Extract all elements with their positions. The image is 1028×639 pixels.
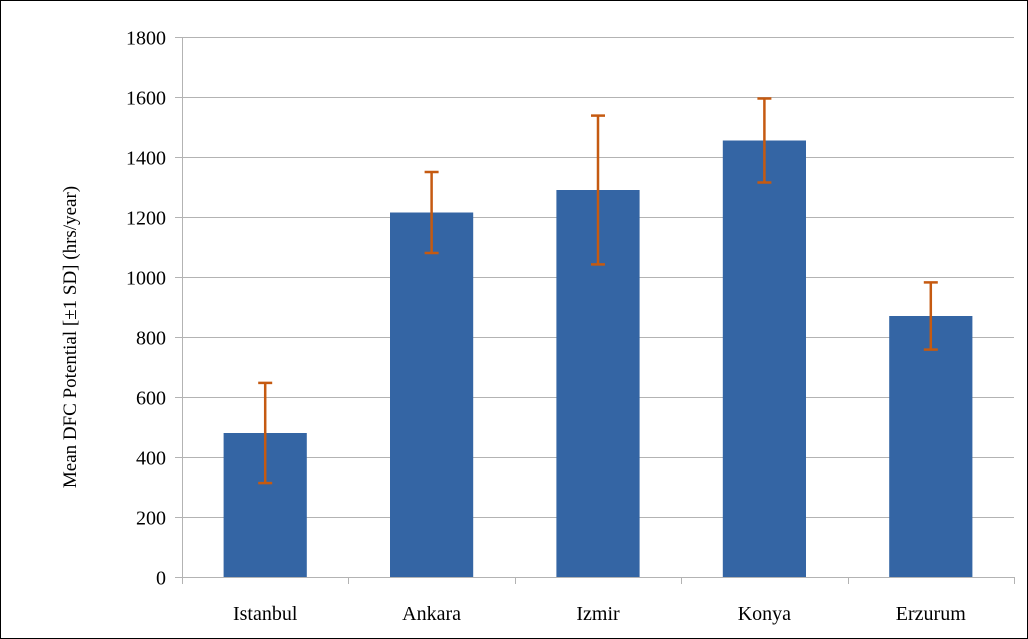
bar-konya [722, 140, 806, 577]
bar-erzurum [889, 316, 973, 577]
x-tick-labels: Istanbul Ankara Izmir Konya Erzurum [233, 603, 966, 625]
x-tick-label: Ankara [402, 603, 461, 625]
x-tick-label: Istanbul [233, 603, 298, 625]
y-tick-label: 1800 [126, 28, 166, 50]
y-tick-label: 0 [156, 568, 166, 590]
axes [175, 37, 1015, 584]
y-tick-labels: 0 200 400 600 800 1000 1200 1400 1600 1800 [126, 28, 166, 590]
y-tick-label: 1200 [126, 208, 166, 230]
y-tick-label: 1600 [126, 88, 166, 110]
x-tick-label: Konya [738, 603, 791, 625]
y-axis-title: Mean DFC Potential [±1 SD] (hrs/year) [60, 186, 81, 488]
y-tick-label: 800 [136, 328, 166, 350]
error-bars [258, 97, 938, 485]
bar-ankara [390, 212, 474, 577]
x-tick-label: Izmir [576, 603, 620, 625]
y-tick-label: 200 [136, 508, 166, 530]
y-tick-label: 600 [136, 388, 166, 410]
y-tick-label: 400 [136, 448, 166, 470]
y-tick-label: 1000 [126, 268, 166, 290]
x-tick-label: Erzurum [896, 603, 966, 625]
y-tick-label: 1400 [126, 148, 166, 170]
bars [223, 140, 973, 577]
